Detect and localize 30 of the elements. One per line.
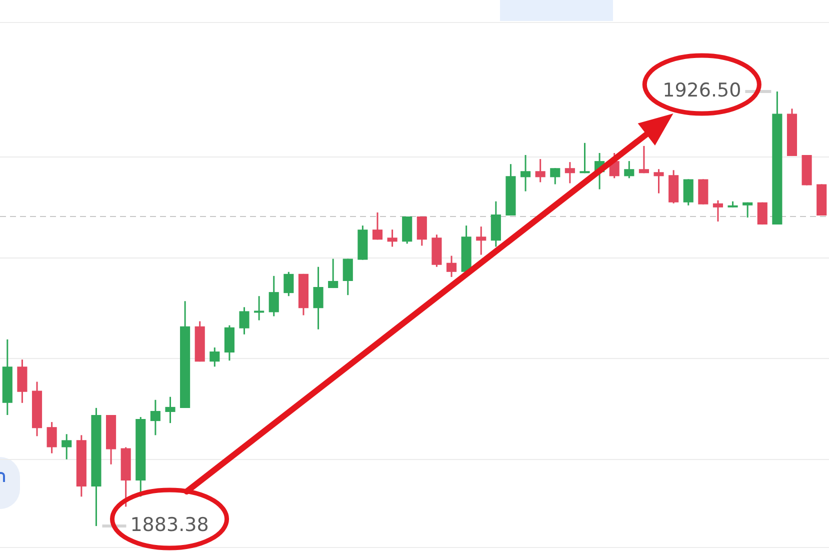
annotation: 1883.38 — [130, 514, 209, 536]
candlestick — [62, 433, 72, 460]
candlestick — [550, 167, 560, 185]
candlestick — [535, 158, 546, 183]
candlestick — [46, 421, 57, 454]
candlestick — [268, 275, 279, 317]
candlestick — [654, 168, 664, 194]
annotation: 1926.50 — [662, 79, 742, 102]
candlestick — [239, 306, 250, 336]
candlestick — [387, 228, 398, 248]
candlestick — [284, 271, 294, 297]
candlestick — [328, 258, 338, 289]
candlestick — [446, 255, 457, 278]
candlestick — [416, 216, 427, 246]
candlestick — [580, 142, 590, 174]
candlestick — [476, 226, 486, 256]
candlestick — [254, 295, 264, 322]
candlestick — [742, 202, 753, 218]
candlestick — [313, 266, 324, 330]
candlestick — [564, 161, 575, 184]
candlestick — [683, 178, 694, 206]
candlestick — [342, 258, 353, 296]
candlestick — [520, 154, 531, 192]
candlestick — [150, 399, 160, 436]
candlestick — [165, 396, 176, 424]
candlestick — [372, 212, 383, 240]
candlestick — [210, 346, 220, 368]
candlestick — [638, 145, 649, 174]
candlestick — [624, 160, 634, 179]
candlestick — [712, 200, 724, 222]
